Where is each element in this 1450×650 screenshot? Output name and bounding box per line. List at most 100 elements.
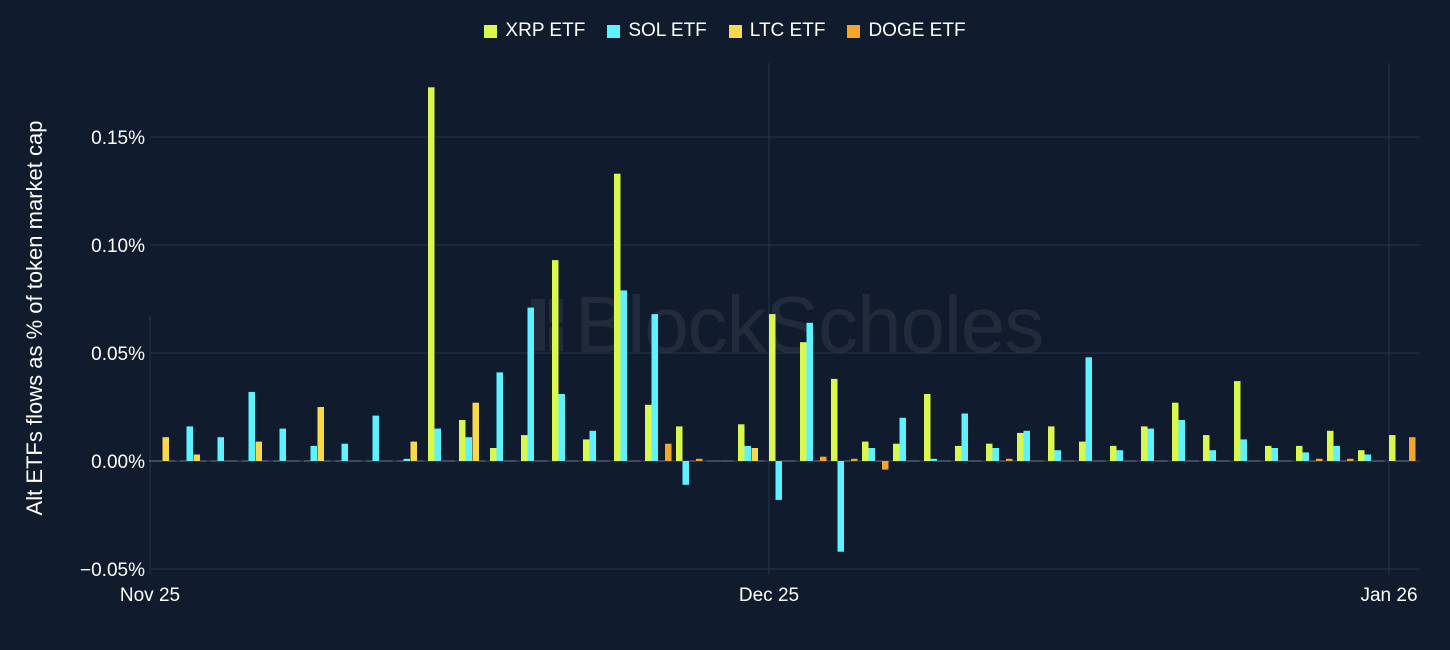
- xrp-bar[interactable]: [862, 441, 869, 461]
- xrp-bar[interactable]: [707, 460, 714, 462]
- ltc-bar[interactable]: [317, 407, 325, 461]
- sol-bar[interactable]: [899, 417, 907, 461]
- doge-bar[interactable]: [448, 460, 455, 462]
- doge-bar[interactable]: [293, 460, 300, 462]
- doge-bar[interactable]: [1316, 458, 1323, 461]
- xrp-bar[interactable]: [645, 404, 652, 461]
- xrp-bar[interactable]: [893, 443, 900, 461]
- xrp-bar[interactable]: [955, 445, 962, 461]
- ltc-bar[interactable]: [1371, 460, 1379, 462]
- ltc-bar[interactable]: [813, 460, 821, 462]
- ltc-bar[interactable]: [627, 460, 635, 462]
- sol-bar[interactable]: [620, 290, 628, 461]
- sol-bar[interactable]: [310, 445, 318, 461]
- doge-bar[interactable]: [944, 460, 951, 462]
- sol-bar[interactable]: [1023, 430, 1031, 461]
- ltc-bar[interactable]: [286, 460, 294, 462]
- xrp-bar[interactable]: [924, 394, 931, 461]
- doge-bar[interactable]: [510, 460, 517, 462]
- doge-bar[interactable]: [324, 460, 331, 462]
- sol-bar[interactable]: [651, 314, 659, 461]
- ltc-bar[interactable]: [1092, 460, 1100, 462]
- doge-bar[interactable]: [913, 460, 920, 462]
- xrp-bar[interactable]: [831, 378, 838, 461]
- xrp-bar[interactable]: [552, 260, 559, 461]
- sol-bar[interactable]: [496, 372, 504, 461]
- doge-bar[interactable]: [634, 460, 641, 462]
- ltc-bar[interactable]: [1309, 460, 1317, 462]
- ltc-bar[interactable]: [534, 460, 542, 462]
- sol-bar[interactable]: [1333, 445, 1341, 461]
- legend-item-doge[interactable]: DOGE ETF: [847, 20, 966, 42]
- xrp-bar[interactable]: [242, 460, 249, 462]
- xrp-bar[interactable]: [397, 460, 404, 462]
- sol-bar[interactable]: [775, 461, 783, 500]
- legend-item-xrp[interactable]: XRP ETF: [484, 20, 585, 42]
- xrp-bar[interactable]: [676, 426, 683, 461]
- xrp-bar[interactable]: [769, 314, 776, 461]
- ltc-bar[interactable]: [410, 441, 418, 461]
- sol-bar[interactable]: [465, 437, 473, 461]
- doge-bar[interactable]: [262, 460, 269, 462]
- sol-bar[interactable]: [806, 322, 814, 461]
- sol-bar[interactable]: [868, 448, 876, 461]
- xrp-bar[interactable]: [738, 424, 745, 461]
- doge-bar[interactable]: [696, 458, 703, 461]
- sol-bar[interactable]: [837, 461, 845, 552]
- ltc-bar[interactable]: [875, 460, 883, 462]
- ltc-bar[interactable]: [1340, 460, 1348, 462]
- doge-bar[interactable]: [231, 460, 238, 462]
- sol-bar[interactable]: [372, 415, 380, 461]
- sol-bar[interactable]: [992, 448, 1000, 461]
- sol-bar[interactable]: [1364, 454, 1372, 462]
- ltc-bar[interactable]: [1030, 460, 1038, 462]
- legend-item-ltc[interactable]: LTC ETF: [728, 20, 825, 42]
- ltc-bar[interactable]: [565, 460, 573, 462]
- xrp-bar[interactable]: [521, 435, 528, 461]
- sol-bar[interactable]: [1147, 428, 1155, 461]
- sol-bar[interactable]: [1395, 460, 1403, 462]
- xrp-bar[interactable]: [304, 460, 311, 462]
- xrp-bar[interactable]: [986, 443, 993, 461]
- xrp-bar[interactable]: [1358, 450, 1365, 461]
- doge-bar[interactable]: [417, 460, 424, 462]
- doge-bar[interactable]: [1223, 460, 1230, 462]
- xrp-bar[interactable]: [583, 439, 590, 461]
- doge-bar[interactable]: [1130, 460, 1137, 462]
- sol-bar[interactable]: [155, 460, 163, 462]
- xrp-bar[interactable]: [1079, 441, 1086, 461]
- doge-bar[interactable]: [665, 443, 672, 461]
- xrp-bar[interactable]: [1389, 435, 1396, 461]
- ltc-bar[interactable]: [1278, 460, 1286, 462]
- doge-bar[interactable]: [1192, 460, 1199, 462]
- xrp-bar[interactable]: [366, 460, 373, 462]
- sol-bar[interactable]: [1178, 420, 1186, 461]
- sol-bar[interactable]: [527, 307, 535, 461]
- doge-bar[interactable]: [1347, 458, 1354, 461]
- sol-bar[interactable]: [961, 413, 969, 462]
- doge-bar[interactable]: [479, 460, 486, 462]
- xrp-bar[interactable]: [273, 460, 280, 462]
- ltc-bar[interactable]: [503, 460, 511, 462]
- doge-bar[interactable]: [169, 460, 176, 462]
- xrp-bar[interactable]: [1327, 430, 1334, 461]
- sol-bar[interactable]: [713, 460, 721, 462]
- ltc-bar[interactable]: [1185, 460, 1193, 462]
- sol-bar[interactable]: [1240, 439, 1248, 461]
- sol-bar[interactable]: [589, 430, 597, 461]
- ltc-bar[interactable]: [999, 460, 1007, 462]
- doge-bar[interactable]: [882, 461, 889, 470]
- xrp-bar[interactable]: [211, 460, 218, 462]
- xrp-bar[interactable]: [428, 87, 435, 462]
- ltc-bar[interactable]: [472, 402, 480, 461]
- xrp-bar[interactable]: [1234, 381, 1241, 461]
- ltc-bar[interactable]: [255, 441, 263, 461]
- doge-bar[interactable]: [1254, 460, 1261, 462]
- sol-bar[interactable]: [930, 458, 938, 461]
- doge-bar[interactable]: [1037, 460, 1044, 462]
- ltc-bar[interactable]: [224, 460, 232, 462]
- doge-bar[interactable]: [975, 460, 982, 462]
- doge-bar[interactable]: [200, 460, 207, 462]
- sol-bar[interactable]: [682, 461, 690, 485]
- xrp-bar[interactable]: [1203, 435, 1210, 461]
